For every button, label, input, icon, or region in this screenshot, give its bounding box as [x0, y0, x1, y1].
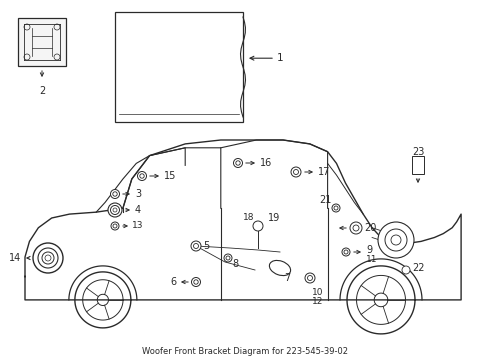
Circle shape: [192, 278, 200, 287]
Text: 17: 17: [318, 167, 330, 177]
Bar: [18, 18, 66, 66]
Text: 5: 5: [203, 241, 209, 251]
Circle shape: [194, 243, 198, 248]
Circle shape: [54, 24, 60, 30]
Text: 21: 21: [319, 195, 332, 205]
Text: 8: 8: [232, 259, 238, 269]
Circle shape: [33, 243, 63, 273]
Text: Woofer Front Bracket Diagram for 223-545-39-02: Woofer Front Bracket Diagram for 223-545…: [142, 347, 348, 356]
Circle shape: [140, 174, 144, 178]
Circle shape: [353, 225, 359, 231]
Text: 3: 3: [135, 189, 141, 199]
Text: 6: 6: [170, 277, 176, 287]
Circle shape: [350, 222, 362, 234]
Text: 7: 7: [284, 273, 290, 283]
Circle shape: [236, 161, 240, 165]
Text: 15: 15: [164, 171, 176, 181]
Circle shape: [385, 229, 407, 251]
Text: 11: 11: [366, 256, 377, 265]
Circle shape: [38, 248, 58, 268]
Circle shape: [24, 54, 30, 60]
Circle shape: [234, 158, 243, 167]
Circle shape: [111, 206, 120, 215]
Circle shape: [253, 221, 263, 231]
Text: 12: 12: [312, 297, 323, 306]
Circle shape: [224, 254, 232, 262]
Circle shape: [108, 203, 122, 217]
Circle shape: [291, 167, 301, 177]
Circle shape: [54, 54, 60, 60]
Circle shape: [332, 204, 340, 212]
Circle shape: [113, 208, 117, 212]
Circle shape: [344, 250, 348, 254]
Text: 23: 23: [412, 147, 424, 157]
Text: 20: 20: [364, 223, 376, 233]
Circle shape: [391, 235, 401, 245]
Text: 19: 19: [268, 213, 280, 223]
Text: 14: 14: [9, 253, 21, 263]
Circle shape: [308, 275, 313, 280]
Circle shape: [294, 170, 298, 175]
Circle shape: [378, 222, 414, 258]
Bar: [115, 12, 243, 122]
Text: 13: 13: [132, 221, 144, 230]
Circle shape: [42, 252, 54, 264]
Text: 10: 10: [312, 288, 323, 297]
Ellipse shape: [270, 260, 291, 275]
Circle shape: [402, 266, 410, 274]
Circle shape: [45, 255, 51, 261]
Text: 16: 16: [260, 158, 272, 168]
Text: 4: 4: [135, 205, 141, 215]
Circle shape: [226, 256, 230, 260]
Circle shape: [342, 248, 350, 256]
Text: 22: 22: [412, 263, 424, 273]
Text: 1: 1: [277, 53, 284, 63]
Circle shape: [111, 189, 120, 198]
Circle shape: [138, 171, 147, 180]
Text: 2: 2: [39, 86, 45, 96]
Bar: [412, 156, 424, 174]
Text: 18: 18: [243, 213, 254, 222]
Text: 9: 9: [366, 245, 372, 255]
Circle shape: [111, 222, 119, 230]
Circle shape: [113, 192, 117, 196]
Circle shape: [194, 280, 198, 284]
Circle shape: [24, 24, 30, 30]
Circle shape: [305, 273, 315, 283]
Circle shape: [334, 206, 338, 210]
Circle shape: [113, 224, 117, 228]
Circle shape: [191, 241, 201, 251]
